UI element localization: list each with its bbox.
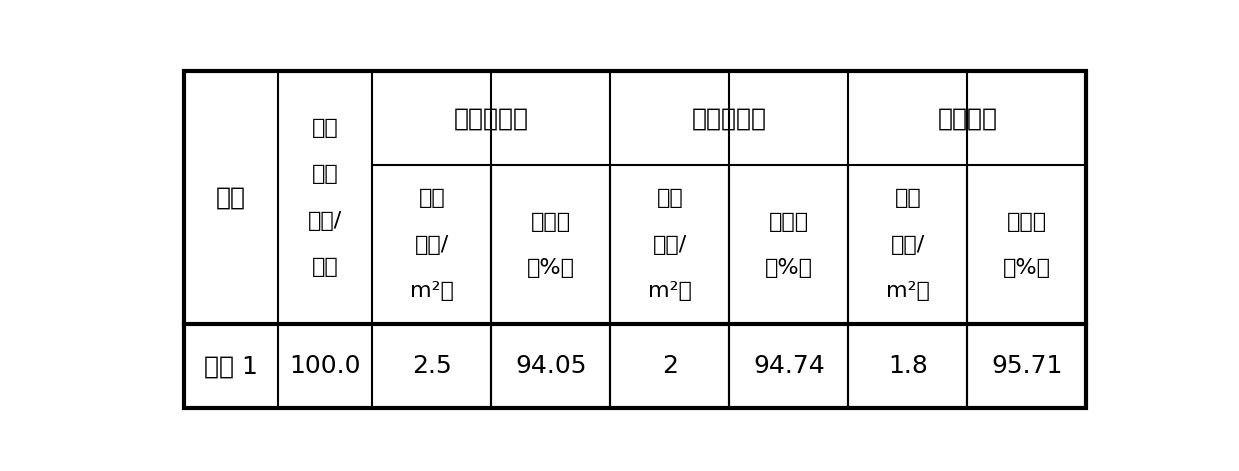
Text: 株数

（株/

m²）: 株数 （株/ m²） — [410, 188, 453, 301]
Text: 95.71: 95.71 — [991, 354, 1063, 378]
Text: 处理 1: 处理 1 — [204, 354, 258, 378]
Text: 莎草科杂草: 莎草科杂草 — [691, 106, 767, 130]
Text: 株数

（株/

m²）: 株数 （株/ m²） — [648, 188, 691, 301]
Text: 2.5: 2.5 — [413, 354, 452, 378]
Text: 株防效

（%）: 株防效 （%） — [527, 211, 575, 278]
Text: 药剂

用量

（克/

亩）: 药剂 用量 （克/ 亩） — [309, 118, 342, 277]
Text: 100.0: 100.0 — [290, 354, 361, 378]
Text: 2: 2 — [662, 354, 678, 378]
Text: 94.74: 94.74 — [753, 354, 825, 378]
Text: 株防效

（%）: 株防效 （%） — [764, 211, 813, 278]
Text: 阔叶杂草: 阔叶杂草 — [938, 106, 997, 130]
Text: 处理: 处理 — [216, 186, 245, 210]
Text: 株数

（株/

m²）: 株数 （株/ m²） — [886, 188, 929, 301]
Text: 株防效

（%）: 株防效 （%） — [1002, 211, 1051, 278]
Text: 1.8: 1.8 — [888, 354, 928, 378]
Text: 94.05: 94.05 — [515, 354, 586, 378]
Text: 禾本科杂草: 禾本科杂草 — [453, 106, 529, 130]
